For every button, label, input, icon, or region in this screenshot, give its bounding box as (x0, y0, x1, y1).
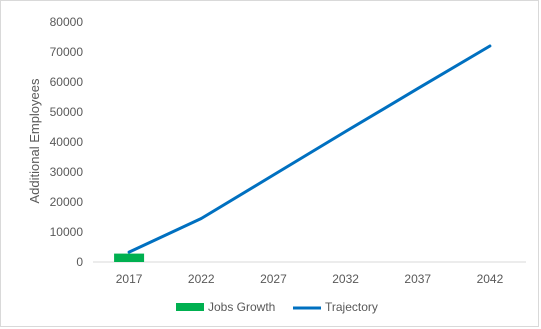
legend-swatch-jobs-growth (176, 303, 204, 311)
x-tick-label: 2022 (188, 272, 215, 286)
y-tick-label: 80000 (50, 15, 84, 29)
legend-label-jobs-growth: Jobs Growth (208, 300, 275, 314)
line-trajectory (127, 44, 492, 254)
y-tick-label: 50000 (50, 105, 84, 119)
bar-jobs-growth-2017 (114, 253, 145, 262)
y-tick-label: 20000 (50, 195, 84, 209)
y-tick-label: 0 (76, 255, 83, 269)
x-tick-label: 2032 (332, 272, 359, 286)
y-tick-label: 40000 (50, 135, 84, 149)
y-axis-ticks: 0 10000 20000 30000 40000 50000 60000 70000 8000… (50, 15, 84, 269)
y-tick-label: 10000 (50, 225, 84, 239)
line-series (127, 44, 492, 254)
y-tick-label: 60000 (50, 75, 84, 89)
legend: Jobs Growth Trajectory (176, 300, 378, 314)
legend-label-trajectory: Trajectory (325, 300, 378, 314)
x-tick-label: 2027 (260, 272, 287, 286)
x-tick-label: 2042 (477, 272, 504, 286)
bar-series (114, 253, 145, 262)
y-tick-label: 70000 (50, 45, 84, 59)
y-axis-title: Additional Employees (27, 78, 42, 204)
x-axis-ticks: 2017 2022 2027 2032 2037 2042 (116, 272, 504, 286)
x-tick-label: 2017 (116, 272, 143, 286)
x-tick-label: 2037 (404, 272, 431, 286)
y-tick-label: 30000 (50, 165, 84, 179)
